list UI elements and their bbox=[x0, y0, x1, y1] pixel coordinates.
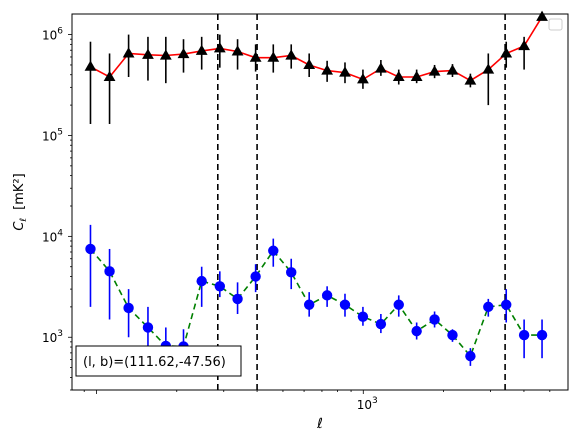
y-axis-label-symbol: C bbox=[12, 221, 27, 231]
plot-frame bbox=[71, 13, 569, 391]
data-point bbox=[213, 42, 226, 53]
data-point bbox=[518, 329, 530, 341]
data-point bbox=[267, 51, 280, 62]
data-point bbox=[410, 70, 423, 82]
data-point bbox=[159, 49, 172, 60]
data-point bbox=[321, 64, 334, 75]
data-point bbox=[536, 10, 548, 21]
x-axis-label: ℓ bbox=[316, 416, 323, 432]
annotation-text: (l, b)=(111.62,-47.56) bbox=[83, 355, 226, 370]
reference-lines bbox=[217, 14, 506, 390]
data-point bbox=[103, 70, 116, 82]
data-point bbox=[464, 74, 477, 85]
data-point bbox=[84, 60, 97, 71]
data-point bbox=[428, 65, 441, 76]
data-point bbox=[303, 299, 315, 310]
data-point bbox=[447, 329, 458, 341]
series-1 bbox=[85, 224, 548, 368]
data-point bbox=[195, 44, 208, 55]
y-axis-label-subscript: ℓ bbox=[19, 218, 29, 223]
series-layer bbox=[84, 10, 548, 368]
data-point bbox=[122, 47, 135, 58]
data-point bbox=[177, 47, 190, 59]
data-point bbox=[392, 70, 405, 82]
data-point bbox=[250, 271, 261, 282]
data-point bbox=[142, 48, 154, 59]
series-0 bbox=[84, 10, 548, 124]
data-point bbox=[465, 350, 476, 362]
plot-background bbox=[72, 14, 568, 390]
data-point bbox=[321, 290, 333, 301]
data-point bbox=[286, 267, 297, 278]
data-point bbox=[232, 293, 243, 305]
data-point bbox=[357, 311, 369, 322]
data-point bbox=[411, 325, 422, 337]
x-tick-label: 103 bbox=[357, 396, 378, 412]
y-axis-label: Cℓ [mK²] bbox=[12, 173, 29, 230]
data-point bbox=[357, 73, 369, 84]
y-tick-label: 103 bbox=[42, 329, 63, 345]
data-point bbox=[483, 301, 494, 313]
data-point bbox=[374, 62, 387, 73]
data-point bbox=[196, 275, 207, 287]
data-point bbox=[339, 66, 351, 77]
data-point bbox=[303, 58, 316, 69]
y-axis-label-unit: [mK²] bbox=[12, 173, 27, 210]
data-point bbox=[123, 302, 134, 314]
annotation-box bbox=[75, 345, 242, 377]
data-point bbox=[142, 322, 154, 333]
y-tick-label: 104 bbox=[42, 228, 63, 244]
axis-ticks: 103 104 105 106 103 bbox=[42, 27, 551, 412]
y-tick-label: 105 bbox=[42, 127, 63, 143]
data-point bbox=[214, 281, 226, 292]
y-tick-label: 106 bbox=[42, 27, 63, 43]
data-point bbox=[482, 63, 495, 74]
legend-box bbox=[548, 18, 563, 31]
data-point bbox=[104, 266, 115, 277]
data-point bbox=[500, 47, 513, 58]
data-point bbox=[339, 299, 351, 310]
data-point bbox=[285, 49, 298, 60]
data-point bbox=[446, 64, 459, 75]
data-point bbox=[536, 329, 548, 341]
data-point bbox=[393, 299, 404, 310]
data-point bbox=[85, 243, 96, 255]
data-point bbox=[501, 299, 512, 310]
data-point bbox=[375, 318, 387, 330]
data-point bbox=[249, 51, 262, 62]
data-point bbox=[518, 39, 531, 51]
data-point bbox=[268, 245, 279, 256]
data-point bbox=[231, 45, 244, 56]
data-point bbox=[429, 314, 440, 325]
